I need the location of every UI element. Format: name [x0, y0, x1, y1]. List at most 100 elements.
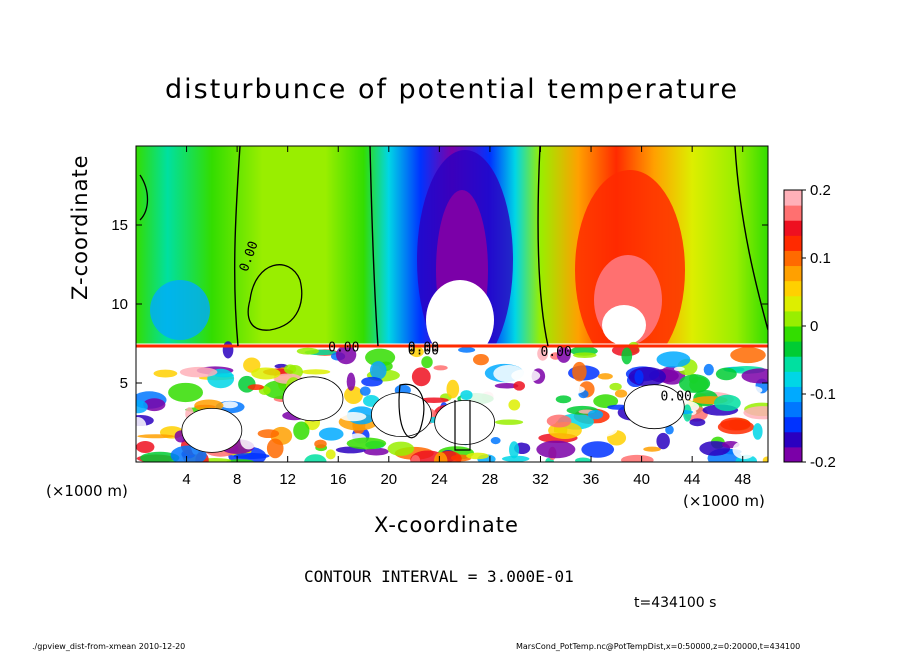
contour-label: 0.00 [328, 340, 359, 355]
turbulence-patch [222, 341, 234, 359]
turbulence-patch [597, 373, 613, 380]
turbulence-patch [346, 437, 387, 450]
turbulence-patch [168, 382, 204, 403]
turbulence-patch [421, 356, 433, 369]
turbulence-patch [620, 454, 654, 462]
turbulence-patch [214, 373, 234, 378]
contour-interval-note: CONTOUR INTERVAL = 3.000E-01 [304, 567, 574, 586]
colorbar-tick-label: 0 [810, 318, 818, 335]
turbulence-patch [301, 369, 331, 375]
turbulence-patch [509, 441, 520, 459]
colorbar-swatch [784, 235, 802, 251]
colorbar-swatch [784, 431, 802, 448]
turbulence-patch [472, 353, 489, 366]
turbulence-patch [409, 346, 424, 358]
turbulence-patch [179, 366, 218, 378]
colorbar-swatch [784, 295, 802, 312]
footer-source: MarsCond_PotTemp.nc@PotTempDist,x=0:5000… [516, 642, 801, 651]
turbulence-patch [266, 438, 284, 459]
colorbar-swatch [784, 220, 802, 236]
turbulence-patch [293, 421, 310, 440]
colorbar-swatch [784, 205, 802, 221]
turbulence-patch [251, 367, 281, 380]
turbulence-patch [140, 451, 180, 462]
colorbar-tick-label: -0.1 [810, 386, 836, 403]
turbulence-patch [257, 429, 280, 438]
colorbar-swatch [784, 386, 802, 403]
contour-label: 0.00 [408, 344, 439, 359]
white-pocket [371, 392, 432, 438]
turbulence-patch [419, 397, 449, 403]
cold-plume-saturated [426, 280, 494, 360]
turbulence-patch [143, 398, 166, 412]
turbulence-patch [555, 395, 572, 404]
turbulence-patch [656, 432, 670, 450]
y-axis: 5 10 15 [111, 217, 768, 392]
turbulence-patch [621, 347, 633, 365]
white-pocket [282, 376, 344, 422]
zero-contour [537, 146, 549, 347]
white-pocket [623, 384, 685, 430]
turbulence-patch [614, 389, 628, 398]
turbulence-patch [460, 390, 473, 401]
turbulence-patch [344, 386, 363, 405]
turbulence-patch [369, 361, 387, 380]
colorbar-swatch [784, 250, 802, 267]
contour [398, 383, 425, 439]
turbulence-patch [434, 452, 448, 462]
turbulence-patch [253, 398, 272, 404]
y-tick-label: 5 [120, 375, 128, 392]
x-axis: 4 8 12 16 20 24 28 32 36 40 44 48 [182, 146, 751, 488]
field-layer [136, 146, 768, 462]
contour [454, 400, 471, 451]
turbulence-patch [458, 346, 476, 353]
turbulence-patch [436, 351, 467, 364]
turbulence-patch [340, 411, 367, 422]
turbulence-patch [221, 401, 238, 409]
white-pocket [434, 400, 496, 445]
footer-command: ./gpview_dist-from-xmean 2010-12-20 [32, 642, 186, 651]
turbulence-patch [537, 346, 549, 361]
chart-title: disturbunce of potential temperature [165, 74, 739, 105]
turbulence-patch [238, 375, 256, 393]
x-tick-label: 28 [482, 471, 499, 488]
colorbar-tick-label: -0.2 [810, 454, 836, 471]
turbulence-patch [314, 439, 327, 449]
cool-patch [150, 280, 210, 340]
turbulence-patch [609, 382, 622, 391]
turbulence-patch [233, 452, 270, 460]
turbulence-patch [730, 347, 766, 364]
turbulence-patch [513, 381, 525, 391]
colorbar-swatch [784, 310, 802, 327]
x-tick-label: 4 [182, 471, 190, 488]
turbulence-patch [555, 384, 585, 395]
turbulence-patch [575, 457, 591, 462]
colorbar-swatch [784, 265, 802, 282]
turbulence-patch [732, 440, 757, 460]
turbulence-patch [628, 367, 667, 387]
turbulence-patch [715, 367, 737, 381]
colorbar-swatch [784, 401, 802, 418]
turbulence-patch [136, 416, 147, 435]
zero-contour [734, 146, 768, 331]
turbulence-patch [762, 456, 768, 462]
x-tick-label: 44 [684, 471, 701, 488]
turbulence-patch [136, 440, 155, 454]
x-tick-label: 40 [633, 471, 650, 488]
turbulence-patch [336, 345, 357, 365]
colorbar-swatch [784, 341, 802, 357]
zero-contour [247, 264, 303, 331]
x-tick-label: 36 [583, 471, 600, 488]
zero-contour [233, 146, 241, 347]
turbulence-patch [466, 452, 489, 460]
x-tick-label: 24 [431, 471, 448, 488]
turbulence-patch [363, 447, 389, 456]
contour-labels: 0.000.00 0.00 0.000.000.00 [237, 239, 692, 404]
turbulence-patch [494, 419, 524, 425]
colorbar-swatch [784, 190, 802, 206]
x-tick-label: 48 [734, 471, 751, 488]
turbulence-patch [153, 369, 178, 378]
colorbar: 0.2 0.1 0 -0.1 -0.2 [783, 182, 836, 471]
turbulence-patch [556, 346, 571, 363]
